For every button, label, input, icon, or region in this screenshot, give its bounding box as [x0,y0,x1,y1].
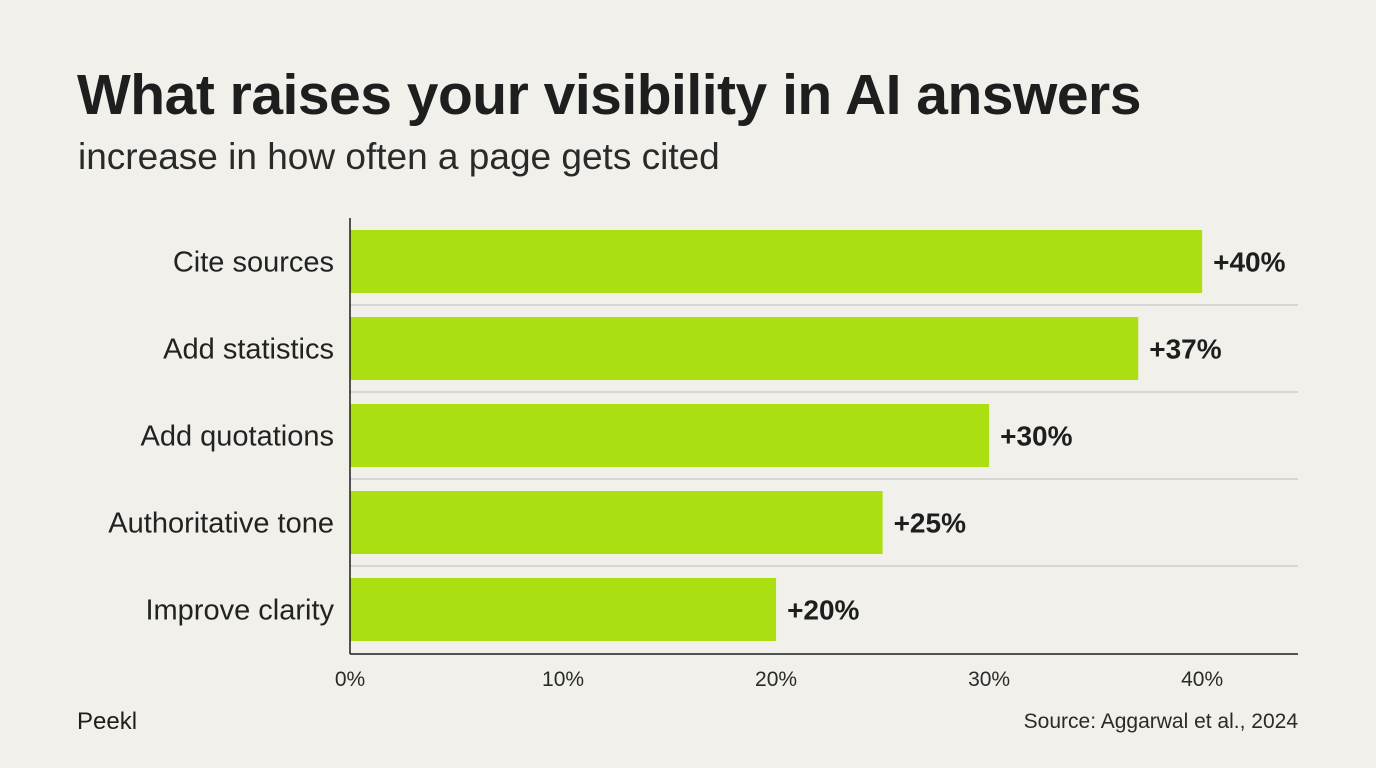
data-label: +25% [894,508,966,539]
category-label: Cite sources [173,247,334,279]
brand-logo: Peekl [77,708,138,735]
bar [350,404,990,467]
category-label: Authoritative tone [108,508,334,540]
chart-subtitle: increase in how often a page gets cited [78,136,720,177]
x-tick-label: 10% [542,668,584,691]
bar [350,230,1203,293]
category-label: Improve clarity [145,595,334,627]
x-tick-label: 20% [755,668,797,691]
data-label: +37% [1149,334,1221,365]
category-label: Add quotations [141,421,334,453]
x-tick-label: 40% [1181,668,1223,691]
bar [350,578,777,641]
bar [350,317,1139,380]
data-label: +40% [1213,247,1285,278]
category-label: Add statistics [163,334,334,366]
data-label: +30% [1000,421,1072,452]
bar [350,491,883,554]
source-note: Source: Aggarwal et al., 2024 [1023,710,1298,733]
chart-title: What raises your visibility in AI answer… [77,63,1141,127]
x-tick-label: 30% [968,668,1010,691]
x-tick-label: 0% [335,668,365,691]
data-label: +20% [787,595,859,626]
